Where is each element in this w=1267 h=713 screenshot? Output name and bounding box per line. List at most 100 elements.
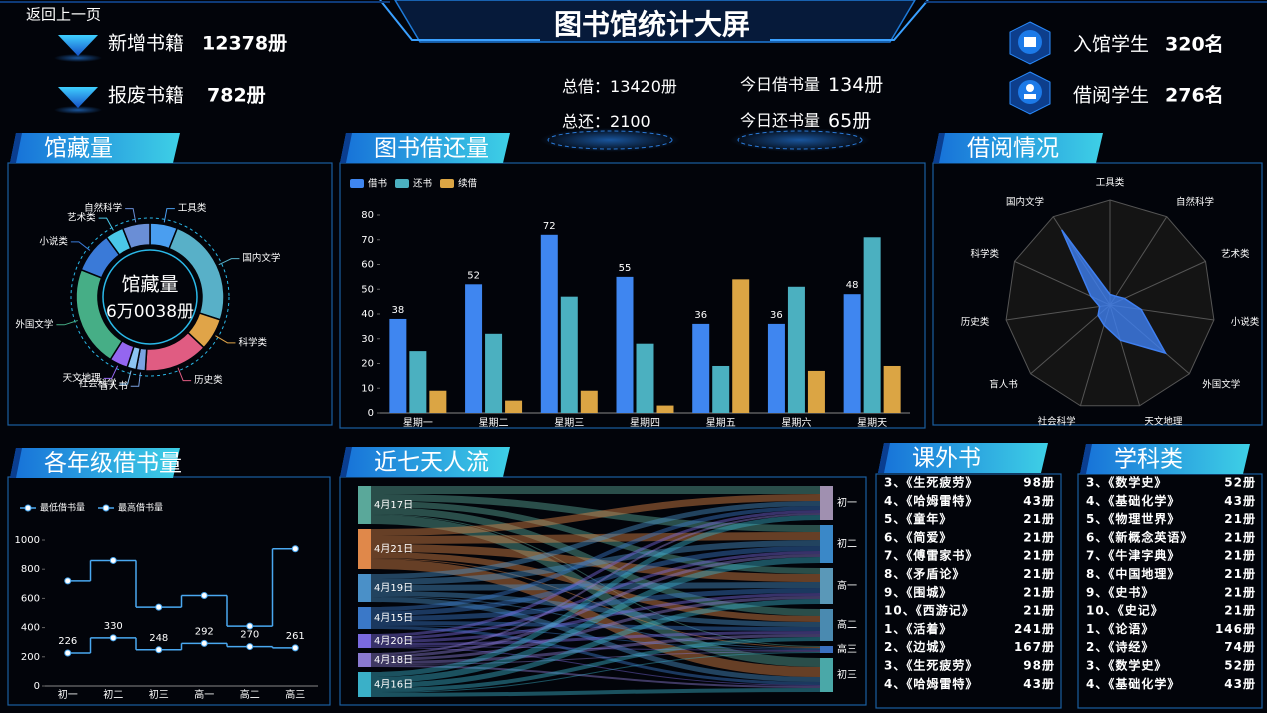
flow <box>370 634 821 664</box>
leader-line <box>119 370 132 385</box>
bar <box>843 294 861 413</box>
flow <box>370 554 821 658</box>
leader-line <box>56 320 78 326</box>
stat-icons <box>54 21 1051 152</box>
bar <box>636 343 654 413</box>
panel-tab <box>340 133 510 163</box>
y-tick-label: 0 <box>368 408 374 419</box>
x-tick-label: 初一 <box>58 688 78 701</box>
flow <box>370 494 821 532</box>
point <box>155 603 163 611</box>
slice-label: 自然科学 <box>84 202 122 214</box>
y-tick-label: 70 <box>361 235 374 246</box>
flow <box>370 625 821 650</box>
list-item-count: 21册 <box>1023 567 1055 581</box>
list-item-name: 2、《边城》 <box>884 639 952 654</box>
y-tick-label: 60 <box>361 260 374 271</box>
radar-label: 自然科学 <box>1176 196 1214 208</box>
back-link[interactable]: 返回上一页 <box>26 6 101 24</box>
y-tick-label: 20 <box>361 359 374 370</box>
target-label: 高三 <box>837 643 857 656</box>
panel-frame <box>932 162 1263 426</box>
point <box>64 577 72 585</box>
stat-value: 65册 <box>828 110 871 132</box>
bar <box>409 351 427 413</box>
slice-label: 社会科学 <box>79 378 117 390</box>
radar-spoke <box>1109 260 1206 306</box>
flow <box>370 596 821 649</box>
flow <box>370 513 821 655</box>
point-label: 330 <box>104 621 123 632</box>
legend-label: 续借 <box>458 178 478 190</box>
list-item-count: 146册 <box>1215 622 1256 636</box>
stat-value: 12378册 <box>202 33 287 55</box>
leader-line <box>70 241 91 251</box>
flow <box>370 546 821 616</box>
list-item-count: 21册 <box>1023 549 1055 563</box>
list-item-count: 21册 <box>1224 604 1256 618</box>
panel-frame <box>875 473 1062 709</box>
flow <box>370 515 821 677</box>
flow <box>370 494 821 536</box>
flow <box>370 551 821 640</box>
bar-value-label: 36 <box>770 310 783 321</box>
point <box>155 646 163 654</box>
list-item-count: 98册 <box>1023 476 1055 490</box>
panel-frame <box>339 476 867 706</box>
panel-tab <box>933 133 1103 163</box>
flow <box>370 515 821 667</box>
bar <box>485 333 503 413</box>
flow <box>370 544 821 582</box>
y-tick-label: 400 <box>21 623 40 634</box>
point <box>246 622 254 630</box>
stat-value: 13420册 <box>610 77 677 96</box>
slice-label: 国内文学 <box>242 252 280 264</box>
leader-line <box>125 208 137 223</box>
flow <box>370 621 821 631</box>
slice-label: 历史类 <box>194 374 223 386</box>
y-tick-label: 10 <box>361 383 374 394</box>
point <box>291 644 299 652</box>
list-item-count: 43册 <box>1224 494 1256 508</box>
flow <box>370 507 821 616</box>
list-item-count: 21册 <box>1224 585 1256 599</box>
flow <box>370 688 821 697</box>
leader-line <box>177 367 192 382</box>
list-item-count: 21册 <box>1023 512 1055 526</box>
bar <box>692 323 710 413</box>
y-tick-label: 30 <box>361 334 374 345</box>
x-tick-label: 星期天 <box>857 417 887 429</box>
list-item-count: 74册 <box>1224 640 1256 654</box>
list-item-count: 43册 <box>1023 494 1055 508</box>
bar <box>429 390 447 413</box>
leader-line <box>130 372 141 387</box>
stat-label: 总还： <box>562 112 610 131</box>
radar-label: 小说类 <box>1231 316 1260 328</box>
flow <box>370 540 821 585</box>
stat-value: 134册 <box>828 74 883 96</box>
flow <box>370 631 821 646</box>
leader-line <box>103 365 119 379</box>
panel-tab <box>878 443 1048 473</box>
list-item-name: 8、《中国地理》 <box>1086 566 1180 581</box>
point-label: 292 <box>195 626 214 637</box>
radar-spoke <box>1005 304 1111 321</box>
x-tick-label: 星期二 <box>479 417 509 429</box>
bar <box>505 400 523 413</box>
list-item-name: 7、《牛津字典》 <box>1086 548 1180 563</box>
bar <box>540 234 558 413</box>
bar <box>560 296 578 413</box>
panel-title: 图书借还量 <box>374 136 489 162</box>
radar-label: 科学类 <box>971 248 1000 260</box>
list-item-name: 3、《数学史》 <box>1086 658 1167 673</box>
stat: 总借：13420册 <box>562 77 677 96</box>
legend-label: 借书 <box>368 178 388 190</box>
bar <box>863 237 881 413</box>
source-node <box>358 672 371 697</box>
legend-swatch <box>440 179 454 188</box>
flow <box>370 510 821 637</box>
list-item-count: 98册 <box>1023 659 1055 673</box>
list-body: 3、《生死疲劳》 98册 4、《哈姆雷特》 43册 5、《童年》 21册 6、《简爱》 21册… <box>884 476 1055 691</box>
panel-tab <box>10 448 180 478</box>
